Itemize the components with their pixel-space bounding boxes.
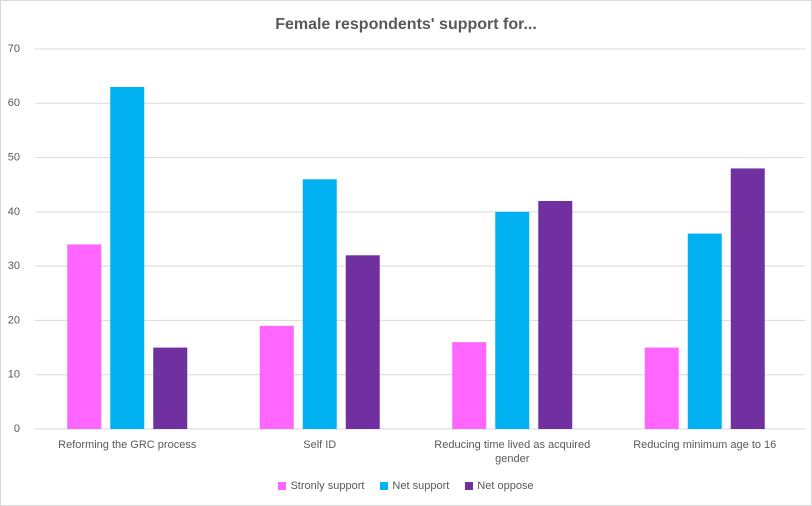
x-tick-label: Reducing minimum age to 16 [633,439,777,451]
legend-item: Stronly support [278,480,364,492]
x-tick-label: Reforming the GRC process [58,439,197,451]
legend-item: Net oppose [465,480,534,492]
bar [302,179,337,429]
bar [730,168,765,429]
legend-label: Stronly support [290,480,365,492]
legend-label: Net oppose [477,480,534,492]
y-tick-label: 20 [8,314,20,326]
bar [153,347,188,429]
bar [495,211,530,429]
legend-label: Net support [392,480,450,492]
bar [345,255,380,429]
bar [452,342,487,429]
chart-title: Female respondents' support for... [275,16,537,33]
y-tick-label: 10 [8,369,20,381]
y-tick-label: 70 [8,43,20,55]
bar [259,325,294,429]
bar [538,201,573,429]
y-tick-label: 60 [8,97,20,109]
legend-swatch [278,482,287,490]
y-tick-label: 30 [8,260,20,272]
legend-item: Net support [380,480,449,492]
legend: Stronly support Net support Net oppose [0,480,812,492]
x-tick-label: Reducing time lived as acquired gender [434,439,591,465]
y-tick-label: 40 [8,206,20,218]
y-tick-label: 50 [8,151,20,163]
legend-swatch [380,482,389,490]
bar [687,233,722,429]
y-tick-label: 0 [14,423,20,435]
bar [67,244,102,429]
legend-swatch [465,482,474,490]
x-tick-label: Self ID [303,439,337,451]
bar [110,87,145,429]
bar [644,347,679,429]
